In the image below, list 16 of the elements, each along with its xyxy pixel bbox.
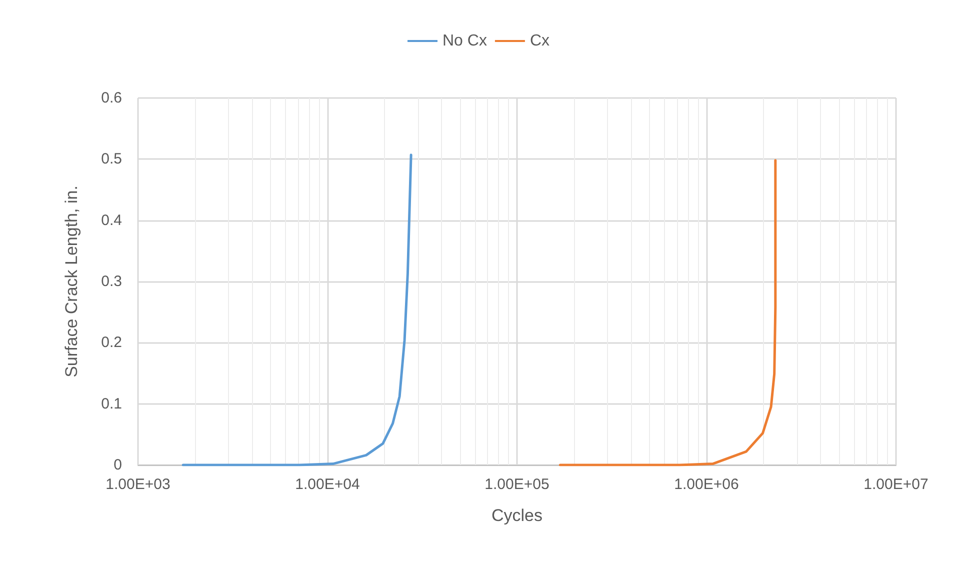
y-tick-label: 0.1 bbox=[101, 395, 122, 412]
x-tick-label: 1.00E+04 bbox=[295, 476, 360, 493]
x-tick-label: 1.00E+06 bbox=[674, 476, 739, 493]
x-tick-label: 1.00E+05 bbox=[484, 476, 550, 493]
x-axis-title: Cycles bbox=[491, 506, 543, 525]
x-tick-label: 1.00E+03 bbox=[106, 476, 170, 493]
legend-label: Cx bbox=[530, 32, 550, 50]
y-tick-label: 0 bbox=[114, 456, 122, 474]
x-tick-label: 1.00E+07 bbox=[864, 476, 928, 493]
y-tick-label: 0.6 bbox=[101, 90, 122, 106]
y-tick-label: 0.5 bbox=[101, 150, 122, 168]
y-tick-label: 0.4 bbox=[101, 212, 122, 229]
legend-label: No Cx bbox=[442, 32, 487, 50]
y-tick-label: 0.2 bbox=[101, 334, 122, 352]
y-axis-title: Surface Crack Length, in. bbox=[62, 186, 81, 378]
y-tick-label: 0.3 bbox=[101, 273, 122, 290]
